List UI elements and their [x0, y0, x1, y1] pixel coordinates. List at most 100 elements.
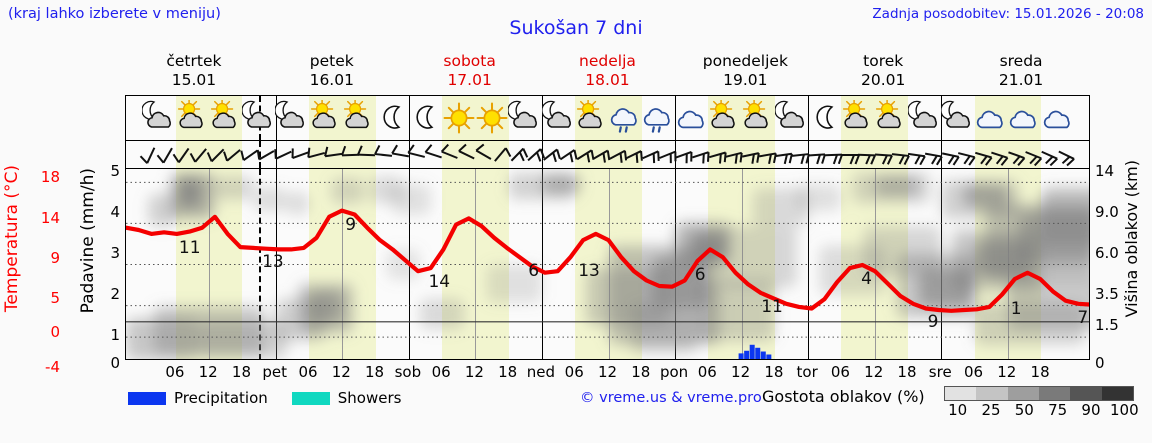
cloud-height-tick: 3.5: [1095, 285, 1119, 303]
current-time-line: [259, 141, 262, 168]
wind-barb: [619, 141, 647, 169]
wind-barb: [1002, 141, 1030, 169]
wind-barb: [353, 141, 381, 169]
day-header-sobota: sobota 17.01: [401, 52, 539, 90]
temperature-tick: 18: [40, 168, 60, 186]
wind-barb: [703, 141, 731, 169]
wind-barb: [985, 141, 1013, 169]
x-tick-06: 06: [564, 363, 584, 381]
x-tick-pon: pon: [659, 363, 689, 381]
wind-barb: [869, 141, 897, 169]
temperature-point-label: 7: [1077, 307, 1089, 328]
wind-barb: [220, 141, 248, 169]
wind-barb: [969, 141, 997, 169]
day-date: 15.01: [171, 71, 217, 89]
x-tick-sob: sob: [394, 363, 422, 381]
grid-line-vertical: [209, 169, 211, 359]
cloud-density-ticks: 10 25 50 75 90 100: [941, 401, 1141, 419]
wind-barb: [453, 141, 481, 169]
day-header-sreda: sreda 21.01: [952, 52, 1090, 90]
cloud-density-ramp: [944, 386, 1134, 401]
x-tick-pet: pet: [262, 363, 288, 381]
temperature-tick: 9: [50, 249, 60, 267]
day-separator: [541, 169, 543, 359]
wind-barb: [852, 141, 880, 169]
cloud-density-swatch: [945, 387, 977, 400]
wind-barb: [753, 141, 781, 169]
x-tick-12: 12: [464, 363, 484, 381]
graph-svg: [126, 172, 1089, 359]
day-header-petek: petek 16.01: [263, 52, 401, 90]
sun-cloud-icon: [176, 97, 210, 136]
wind-barb: [536, 141, 564, 169]
temperature-point-label: 9: [345, 214, 357, 235]
location-menu-note[interactable]: (kraj lahko izberete v meniju): [8, 6, 221, 22]
wind-barb: [719, 141, 747, 169]
precipitation-bar: [760, 351, 766, 359]
wind-barb: [636, 141, 664, 169]
wind-barb: [154, 141, 182, 169]
day-separator: [275, 169, 277, 359]
wind-barb: [1019, 141, 1047, 169]
cloud-height-tick: 6.0: [1095, 244, 1119, 262]
wind-barb: [603, 141, 631, 169]
wind-barb-row: [126, 141, 1089, 169]
x-tick-12: 12: [731, 363, 751, 381]
day-separator: [941, 96, 943, 140]
x-tick-06: 06: [830, 363, 850, 381]
moon-cloud-icon: [773, 100, 809, 136]
moon-cloud-icon: [241, 100, 276, 136]
meteogram-plot[interactable]: 11139146136114917162: [125, 95, 1090, 360]
graph-area: 11139146136114917162: [126, 169, 1089, 359]
precipitation-tick: 3: [110, 244, 120, 262]
wind-barb: [253, 141, 281, 169]
day-date: 19.01: [723, 71, 768, 89]
temperature-tick: 5: [50, 289, 60, 307]
current-time-line: [259, 169, 262, 359]
wind-barb: [270, 141, 298, 169]
sun-cloud-icon: [209, 97, 243, 136]
precipitation-tick: 1: [110, 326, 120, 344]
temperature-tick: -4: [45, 358, 60, 376]
day-header-ponedeljek: ponedeljek 19.01: [676, 52, 814, 90]
wind-barb: [403, 141, 431, 169]
cloud-icon: [1007, 100, 1041, 136]
legend-showers: Showers: [291, 389, 401, 407]
cloud-density-tick: 10: [948, 401, 968, 419]
cloud-density-swatch: [1070, 387, 1102, 400]
x-tick-sre: sre: [928, 363, 952, 381]
temperature-point-label: 1: [1010, 298, 1022, 319]
x-tick-18: 18: [1030, 363, 1050, 381]
x-tick-18: 18: [897, 363, 917, 381]
sun-cloud-icon: [708, 97, 742, 136]
day-separator: [941, 141, 943, 168]
wind-barb: [503, 141, 531, 169]
x-tick-12: 12: [864, 363, 884, 381]
page-title: Sukošan 7 dni: [509, 17, 643, 39]
x-tick-06: 06: [963, 363, 984, 381]
precipitation-swatch: [128, 391, 166, 405]
sun-cloud-icon: [309, 97, 343, 136]
temperature-point-label: 14: [428, 272, 451, 293]
cloud-density-tick: 75: [1048, 401, 1068, 419]
temperature-axis-title: Temperatura (°C): [2, 165, 22, 313]
copyright-link[interactable]: © vreme.us & vreme.pro: [580, 390, 762, 406]
cloud-height-tick: 0: [1095, 354, 1105, 372]
grid-line-vertical: [475, 169, 477, 359]
wind-barb: [886, 141, 914, 169]
cloud-density-tick: 25: [981, 401, 1001, 419]
moon-cloud-icon: [940, 100, 975, 136]
sun-cloud-icon: [741, 97, 775, 136]
temperature-tick: 14: [40, 209, 60, 227]
moon-cloud-icon: [906, 100, 942, 136]
day-name: petek: [309, 52, 354, 70]
moon-icon: [408, 100, 442, 136]
moon-cloud-icon: [507, 100, 542, 136]
wind-barb: [303, 141, 331, 169]
day-name: nedelja: [579, 52, 636, 70]
day-date: 18.01: [585, 71, 630, 89]
day-separator: [408, 96, 410, 140]
last-updated: Zadnja posodobitev: 15.01.2026 - 20:08: [872, 6, 1144, 22]
x-tick-tor: tor: [796, 363, 818, 381]
wind-barb: [819, 141, 847, 169]
